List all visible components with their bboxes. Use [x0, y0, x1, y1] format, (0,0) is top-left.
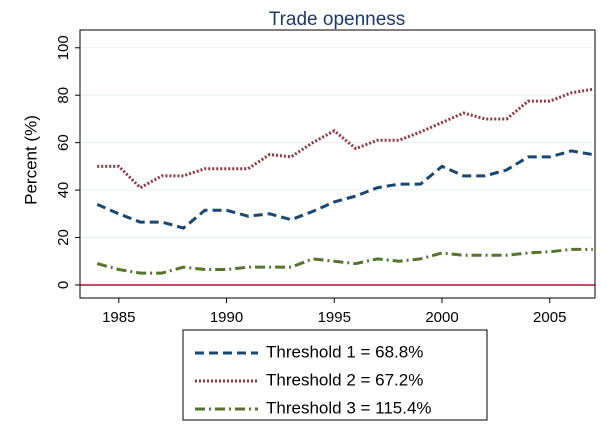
plot-area	[80, 30, 595, 298]
y-tick-label: 0	[55, 281, 72, 289]
x-tick-label: 1990	[210, 309, 243, 326]
x-tick-label: 2000	[425, 309, 458, 326]
legend-box	[182, 329, 488, 421]
legend-label: Threshold 2 = 67.2%	[266, 370, 423, 389]
plot-frame	[79, 29, 596, 299]
y-tick-label: 20	[55, 229, 72, 246]
y-tick-label: 60	[55, 134, 72, 151]
series-line	[96, 149, 594, 230]
x-tick-label: 1985	[102, 309, 135, 326]
series-line	[96, 247, 593, 275]
series-line	[97, 87, 594, 190]
legend-label: Threshold 3 = 115.4%	[266, 398, 432, 417]
y-tick-label: 100	[55, 35, 72, 60]
y-tick-label: 40	[55, 182, 72, 199]
x-tick-label: 1995	[318, 309, 351, 326]
legend-label: Threshold 1 = 68.8%	[266, 342, 423, 361]
x-tick-label: 2005	[533, 309, 566, 326]
y-axis-label: Percent (%)	[21, 115, 40, 205]
chart-title: Trade openness	[269, 9, 406, 30]
y-tick-label: 80	[55, 87, 72, 104]
